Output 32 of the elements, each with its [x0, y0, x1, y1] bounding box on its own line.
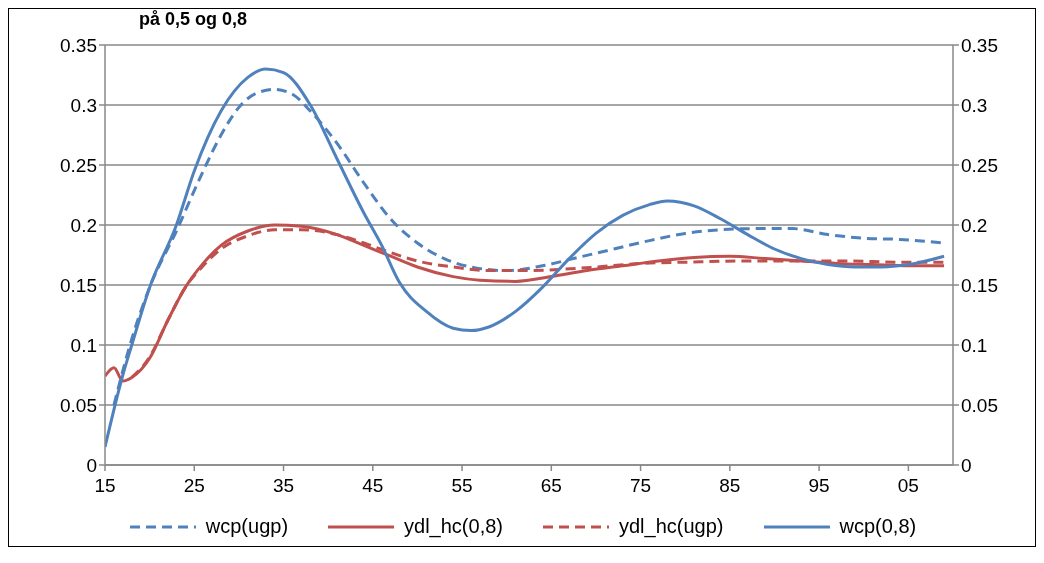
legend-label: wcp(0,8)	[839, 515, 917, 538]
x-tick-label: 95	[808, 475, 830, 497]
y-tick-label: 0.05	[60, 394, 97, 416]
y-tick-label: 0.2	[70, 214, 97, 236]
chart-title: på 0,5 og 0,8	[138, 9, 249, 31]
y-tick-label: 0.15	[60, 274, 97, 296]
line-series	[105, 67, 946, 449]
y-tick-label: 0.1	[70, 334, 97, 356]
x-tick-label: 15	[94, 475, 116, 497]
y2-tick-label: 0.15	[961, 274, 998, 296]
y-tick-label: 0.3	[70, 94, 97, 116]
y-tick-label: 0	[86, 454, 97, 476]
legend-label: ydl_hc(0,8)	[404, 515, 503, 538]
legend-label: wcp(ugp)	[205, 515, 289, 538]
y2-tick-label: 0	[961, 454, 972, 476]
y2-tick-label: 0.2	[961, 214, 988, 236]
y2-tick-label: 0.3	[961, 94, 988, 116]
x-tick-label: 75	[630, 475, 652, 497]
y-tick-label: 0.25	[60, 154, 97, 176]
x-tick-label: 45	[362, 475, 384, 497]
y2-tick-label: 0.1	[961, 334, 988, 356]
legend-label: ydl_hc(ugp)	[618, 515, 724, 538]
x-tick-label: 85	[719, 475, 741, 497]
x-tick-label: 25	[183, 475, 205, 497]
x-tick-label: 55	[451, 475, 473, 497]
x-tick-label: 05	[897, 475, 919, 497]
y2-tick-label: 0.35	[961, 34, 998, 56]
y2-tick-label: 0.25	[961, 154, 998, 176]
x-tick-label: 65	[540, 475, 562, 497]
y2-tick-label: 0.05	[961, 394, 998, 416]
x-tick-label: 35	[272, 475, 295, 497]
y-tick-label: 0.35	[60, 34, 97, 56]
